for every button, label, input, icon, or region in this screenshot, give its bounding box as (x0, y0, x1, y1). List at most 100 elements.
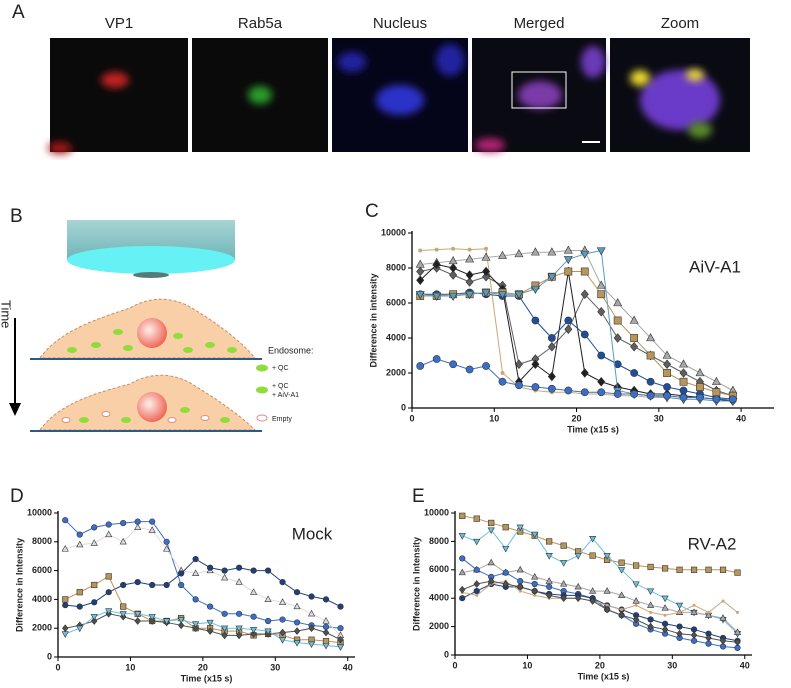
marker (465, 277, 474, 287)
marker (264, 617, 272, 625)
marker (293, 640, 301, 647)
marker (547, 247, 557, 256)
legend-title: Endosome: (268, 345, 314, 355)
y-tick-label: 0 (444, 649, 449, 659)
marker (481, 289, 491, 298)
endosome (227, 347, 237, 353)
marker (207, 603, 214, 610)
marker (105, 530, 113, 538)
marker (90, 614, 98, 621)
empty-endosomes (61, 411, 268, 423)
x-tick-label: 40 (740, 660, 750, 670)
marker (547, 341, 556, 352)
endosome (183, 347, 193, 353)
marker (646, 377, 655, 386)
y-tick-label: 2000 (429, 621, 449, 631)
x-tick-label: 30 (667, 660, 677, 670)
image-label: Zoom (661, 15, 699, 32)
marker (120, 581, 127, 589)
marker (465, 270, 474, 280)
y-tick-label: 8000 (386, 262, 406, 272)
marker (634, 603, 638, 607)
focus (133, 272, 169, 278)
annotation: RV-A2 (688, 534, 737, 553)
y-tick-label: 2000 (386, 367, 406, 377)
marker (516, 524, 524, 532)
marker (632, 597, 640, 604)
marker (580, 368, 589, 378)
marker (475, 593, 479, 597)
marker (336, 644, 345, 651)
series-line (420, 267, 734, 397)
annotation: Mock (292, 524, 333, 543)
nucleus (137, 318, 167, 348)
marker (498, 377, 507, 386)
marker (712, 388, 721, 397)
marker (459, 595, 466, 602)
panel-label: C (365, 201, 379, 222)
marker (646, 588, 655, 596)
endosome (113, 329, 123, 335)
marker (514, 249, 524, 258)
x-tick-label: 30 (654, 413, 664, 423)
marker (515, 381, 523, 390)
endosome (61, 417, 71, 423)
marker (531, 531, 539, 539)
signal (101, 72, 129, 88)
marker (76, 531, 83, 538)
marker (307, 609, 316, 617)
marker (459, 585, 466, 594)
x-tick-label: 20 (572, 413, 582, 423)
marker (459, 512, 466, 519)
marker (264, 628, 272, 636)
image-vp1 (50, 38, 188, 152)
x-tick-label: 20 (595, 660, 605, 670)
marker (692, 603, 696, 607)
marker (337, 635, 344, 644)
endosome (91, 342, 101, 348)
marker (704, 611, 713, 618)
marker (482, 266, 491, 277)
marker (163, 581, 170, 589)
marker (337, 625, 344, 632)
marker (62, 624, 69, 633)
marker (589, 597, 596, 605)
marker (278, 637, 287, 644)
marker (679, 368, 688, 378)
marker (264, 595, 272, 602)
marker (105, 589, 112, 596)
marker (679, 386, 688, 395)
marker (647, 622, 654, 631)
marker (448, 292, 458, 301)
marker (498, 291, 507, 300)
marker (563, 256, 573, 265)
marker (530, 247, 540, 256)
marker (675, 602, 684, 610)
marker (250, 613, 257, 620)
marker (663, 383, 671, 391)
legend-label: Empty (272, 416, 292, 423)
marker (235, 610, 243, 617)
marker (531, 587, 538, 595)
marker (613, 316, 622, 325)
marker (734, 569, 741, 576)
marker (514, 291, 524, 300)
marker (733, 628, 742, 635)
marker (560, 594, 567, 603)
x-tick-label: 0 (55, 662, 60, 672)
marker (418, 248, 423, 253)
nucleus (376, 85, 424, 115)
marker (679, 377, 688, 386)
marker (546, 583, 553, 590)
marker (293, 602, 301, 610)
marker (613, 333, 622, 343)
marker (473, 587, 480, 595)
y-tick-label: 4000 (429, 593, 449, 603)
marker (647, 563, 654, 571)
marker (337, 603, 344, 610)
endosome (101, 411, 111, 417)
marker (696, 383, 704, 391)
marker (531, 316, 540, 325)
marker (735, 610, 740, 614)
